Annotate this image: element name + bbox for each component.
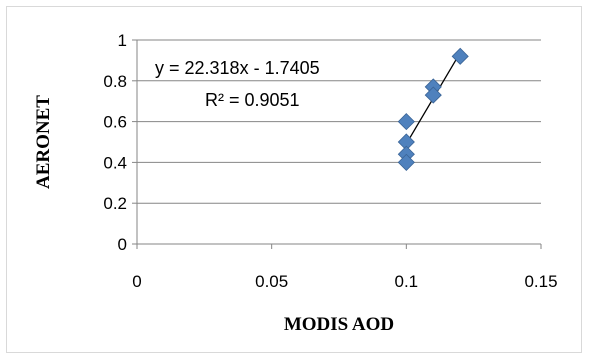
y-tick-label: 0.4 (103, 153, 127, 172)
y-tick-label: 0.6 (103, 113, 127, 132)
data-point-marker (424, 86, 442, 104)
data-point-marker (397, 113, 415, 131)
y-tick-label: 0 (118, 235, 127, 254)
y-tick-label: 0.8 (103, 72, 127, 91)
y-tick-label: 0.2 (103, 194, 127, 213)
data-point-marker (451, 47, 469, 65)
x-tick-label: 0 (132, 272, 141, 291)
data-points (397, 47, 469, 171)
chart-frame (6, 6, 582, 353)
axes (132, 39, 542, 249)
y-tick-label: 1 (118, 31, 127, 50)
tick-labels: 0 0.2 0.4 0.6 0.8 1 0 0.05 0.1 0.15 (103, 31, 557, 291)
x-tick-label: 0.1 (395, 272, 419, 291)
data-point-marker (397, 153, 415, 171)
gridlines (137, 39, 541, 204)
equation-label: y = 22.318x - 1.7405 (155, 58, 320, 78)
x-tick-label: 0.15 (524, 272, 557, 291)
y-axis-title: AERONET (33, 95, 54, 189)
x-axis-title: MODIS AOD (284, 314, 394, 335)
x-tick-label: 0.05 (255, 272, 288, 291)
r-squared-label: R² = 0.9051 (205, 90, 300, 110)
